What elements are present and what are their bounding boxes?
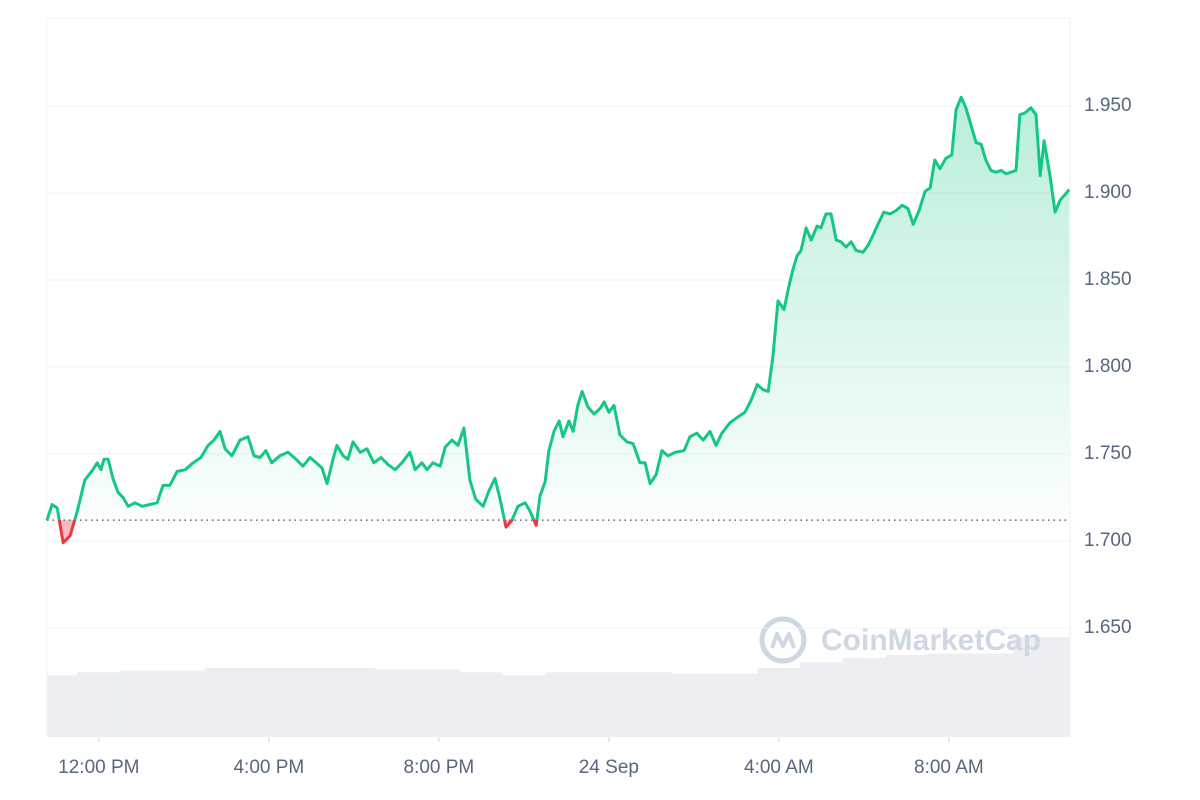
volume-bar xyxy=(885,655,928,737)
x-tick-label: 8:00 AM xyxy=(914,757,984,778)
watermark-text: CoinMarketCap xyxy=(821,624,1041,657)
volume-bar xyxy=(77,672,121,737)
watermark-logo-mark xyxy=(770,632,796,649)
y-tick-label: 1.900 xyxy=(1084,182,1132,203)
x-tick-label: 12:00 PM xyxy=(58,757,139,778)
y-tick-label: 1.950 xyxy=(1084,95,1132,116)
y-tick-label: 1.700 xyxy=(1084,530,1132,551)
volume-bar xyxy=(205,667,376,737)
x-tick-label: 4:00 PM xyxy=(233,757,304,778)
volume-bar xyxy=(757,667,801,737)
volume-bar xyxy=(47,675,78,737)
watermark-logo xyxy=(759,616,807,664)
y-tick-label: 1.800 xyxy=(1084,356,1132,377)
x-tick-label: 8:00 PM xyxy=(403,757,474,778)
watermark: CoinMarketCap xyxy=(759,616,1041,664)
y-tick-label: 1.650 xyxy=(1084,617,1132,638)
volume-bar xyxy=(460,672,503,737)
price-line xyxy=(45,95,1071,545)
volume-bar xyxy=(120,670,206,737)
volume-bar xyxy=(672,673,758,737)
y-tick-label: 1.750 xyxy=(1084,443,1132,464)
volume-bar xyxy=(842,657,886,737)
x-tick-label: 4:00 AM xyxy=(744,757,814,778)
volume-bar xyxy=(375,669,461,737)
area xyxy=(47,97,1070,543)
volume-bar xyxy=(800,662,843,737)
x-tick-label: 24 Sep xyxy=(579,757,639,778)
volume-bar xyxy=(927,653,1013,737)
y-tick-label: 1.850 xyxy=(1084,269,1132,290)
volume-bar xyxy=(502,675,546,737)
volume-bar xyxy=(545,672,673,737)
volume-bar xyxy=(1012,637,1070,737)
